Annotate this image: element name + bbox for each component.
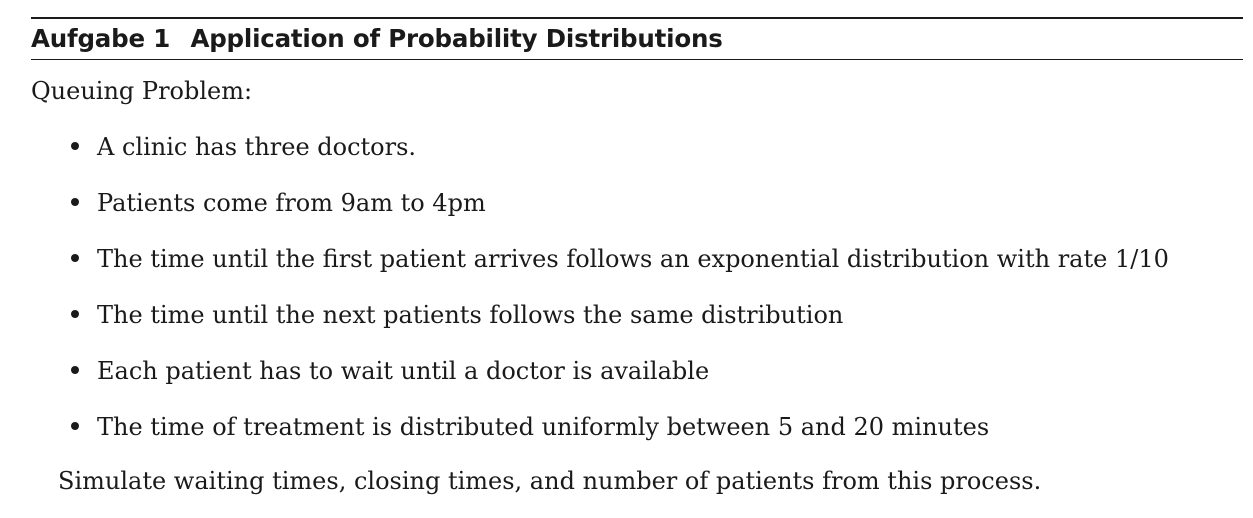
bullet-icon bbox=[71, 142, 79, 150]
bullet-icon bbox=[71, 254, 79, 262]
list-item-text: The time until the first patient arrives… bbox=[97, 245, 1169, 273]
list-item-text: Patients come from 9am to 4pm bbox=[97, 189, 486, 217]
list-item-text: Each patient has to wait until a doctor … bbox=[97, 357, 710, 385]
bullet-icon bbox=[71, 198, 79, 206]
heading-bottom-rule bbox=[31, 59, 1243, 60]
list-item-text: The time until the next patients follows… bbox=[97, 301, 844, 329]
list-item-text: The time of treatment is distributed uni… bbox=[97, 413, 990, 441]
bullet-icon bbox=[71, 366, 79, 374]
intro-text: Queuing Problem: bbox=[31, 77, 253, 105]
bullet-icon bbox=[71, 422, 79, 430]
exercise-label: Aufgabe bbox=[31, 24, 145, 53]
list-item-text: A clinic has three doctors. bbox=[97, 133, 417, 161]
exercise-number: 1 bbox=[153, 24, 171, 53]
heading-top-rule bbox=[31, 17, 1243, 19]
closing-text: Simulate waiting times, closing times, a… bbox=[58, 467, 1042, 495]
exercise-title: Application of Probability Distributions bbox=[190, 24, 723, 53]
bullet-icon bbox=[71, 310, 79, 318]
exercise-heading: Aufgabe 1 Application of Probability Dis… bbox=[31, 22, 723, 56]
